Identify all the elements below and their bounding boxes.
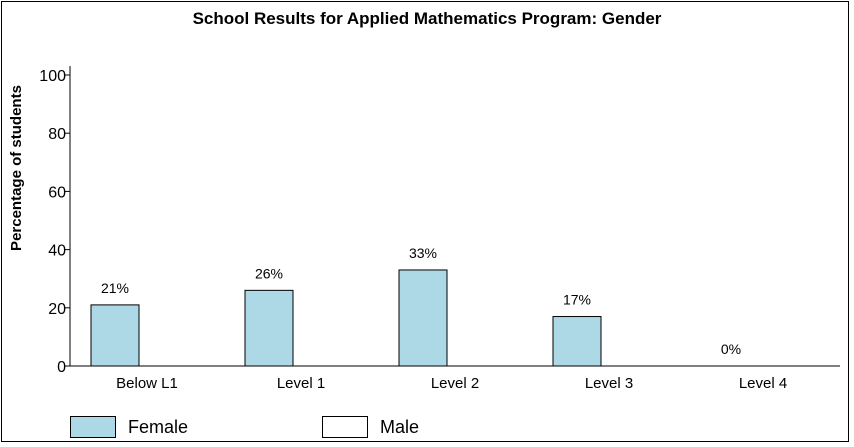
bar-female	[552, 316, 602, 367]
x-tick-label: Below L1	[116, 375, 178, 392]
y-tick-label: 20	[48, 301, 66, 318]
bar-female	[398, 269, 448, 367]
y-tick-label: 80	[48, 126, 66, 143]
legend-label-female: Female	[128, 416, 189, 437]
legend-label-male: Male	[380, 416, 420, 437]
chart-title: School Results for Applied Mathematics P…	[192, 9, 662, 28]
axes: 0 20 40 60 80 100 Below L1 Level 1 Level 2 Level …	[39, 66, 840, 392]
x-tick-label: Level 1	[277, 375, 325, 392]
legend-swatch-male	[322, 416, 368, 438]
x-tick-label: Level 2	[431, 375, 479, 392]
y-tick-label: 60	[48, 184, 66, 201]
y-axis-label: Percentage of students	[8, 85, 25, 251]
bar-female	[90, 304, 140, 367]
x-tick-label: Level 4	[739, 375, 787, 392]
chart-frame	[1, 1, 849, 442]
x-tick-label: Level 3	[585, 375, 633, 392]
data-label-female: 33%	[409, 245, 437, 261]
data-label-female: 21%	[101, 280, 129, 296]
y-tick-label: 100	[39, 68, 66, 85]
y-tick-label: 40	[48, 243, 66, 260]
legend-swatch-female	[70, 416, 116, 438]
y-tick-label: 0	[57, 359, 66, 376]
legend-male: Male	[322, 415, 419, 439]
data-label-female: 0%	[721, 341, 741, 357]
data-label-female: 26%	[255, 265, 283, 281]
legend-female: Female	[70, 415, 188, 439]
bars: 21% 26% 33% 17% 0%	[90, 245, 741, 367]
data-label-female: 17%	[563, 292, 591, 308]
bar-female	[244, 289, 294, 367]
